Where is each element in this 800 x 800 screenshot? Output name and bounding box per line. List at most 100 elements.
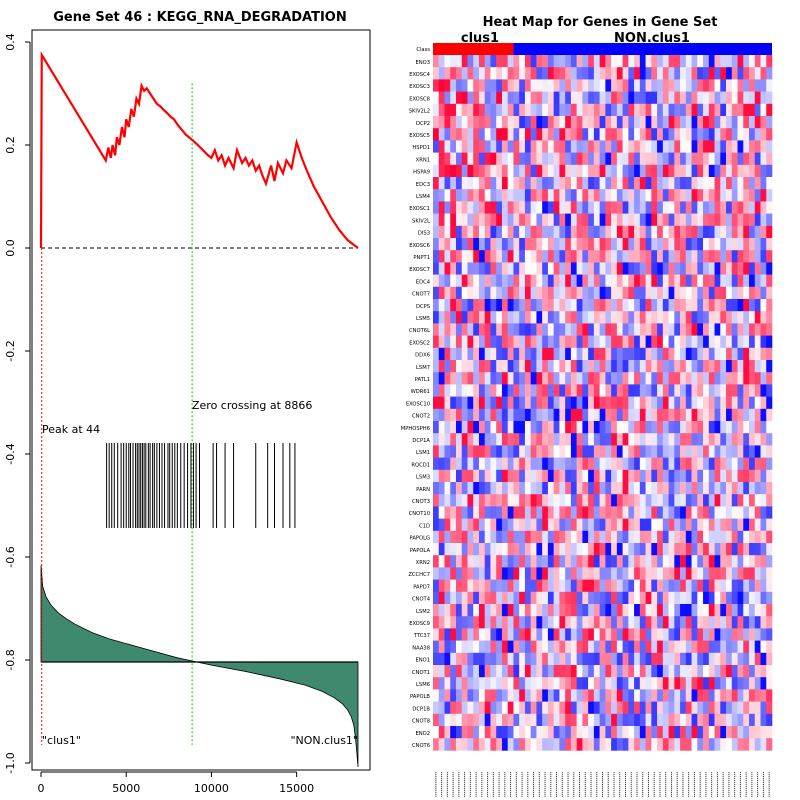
heatmap-cell — [680, 530, 687, 544]
heatmap-cell — [680, 665, 687, 678]
heatmap-cell — [467, 701, 474, 715]
heatmap-cell — [536, 177, 543, 190]
heatmap-cell — [553, 457, 560, 471]
heatmap-cell — [651, 79, 658, 92]
heatmap-cell — [616, 274, 623, 288]
heatmap-cell — [599, 274, 606, 288]
heatmap-cell — [519, 567, 526, 580]
heatmap-cell — [726, 299, 733, 312]
heatmap-cell — [433, 177, 440, 190]
heatmap-cell — [645, 579, 652, 593]
heatmap-cell — [484, 79, 491, 92]
heatmap-cell — [697, 201, 704, 214]
heatmap-cell — [628, 201, 635, 214]
heatmap-cell — [473, 701, 480, 715]
heatmap-cell — [547, 701, 554, 715]
heatmap-cell — [542, 128, 549, 141]
heatmap-cell — [501, 396, 508, 410]
heatmap-cell — [530, 433, 537, 446]
heatmap-cell — [467, 396, 474, 410]
heatmap-cell — [616, 299, 623, 312]
heatmap-cell — [455, 67, 463, 80]
heatmap-cell — [450, 616, 457, 629]
heatmap-cell — [593, 360, 600, 373]
heatmap-cell — [501, 372, 508, 385]
heatmap-cell — [628, 396, 635, 410]
heatmap-cell — [576, 372, 583, 385]
heatmap-cell — [697, 396, 704, 410]
heatmap-cell — [559, 164, 566, 178]
heatmap-cell — [553, 128, 560, 141]
heatmap-cell — [496, 469, 503, 483]
heatmap-cell — [697, 640, 704, 654]
heatmap-cell — [726, 738, 733, 751]
heatmap-cell — [697, 591, 704, 605]
heatmap-cell — [530, 238, 537, 251]
heatmap-cell — [524, 396, 531, 410]
heatmap-cell — [737, 579, 744, 593]
heatmap-cell — [461, 91, 468, 105]
heatmap-cell — [611, 55, 618, 68]
heatmap-cell — [645, 726, 652, 739]
heatmap-cell — [507, 530, 514, 544]
heatmap-cell — [496, 91, 503, 105]
heatmap-cell — [524, 408, 531, 422]
heatmap-cell — [668, 384, 675, 397]
heatmap-cell — [582, 591, 589, 605]
heatmap-cell — [680, 55, 687, 68]
heatmap-cell — [433, 628, 440, 641]
heatmap-cell — [726, 591, 733, 605]
heatmap-cell — [484, 494, 491, 507]
heatmap-cell — [473, 372, 480, 385]
heatmap-cell — [645, 189, 652, 202]
heatmap-cell — [433, 372, 440, 385]
heatmap-cell — [662, 152, 669, 166]
heatmap-cell — [616, 591, 623, 605]
heatmap-cell — [542, 274, 549, 288]
heatmap-cell — [473, 201, 480, 214]
heatmap-cell — [628, 189, 635, 202]
heatmap-cell — [490, 628, 497, 641]
heatmap-cell — [720, 140, 727, 153]
heatmap-cell — [743, 262, 750, 275]
heatmap-cell — [519, 189, 526, 202]
heatmap-cell — [599, 213, 606, 227]
heatmap-cell — [645, 469, 652, 483]
heatmap-cell — [628, 567, 635, 580]
heatmap-cell — [645, 213, 652, 227]
heatmap-cell — [714, 640, 721, 654]
heatmap-cell — [444, 323, 451, 336]
heatmap-cell — [473, 55, 480, 68]
heatmap-cell — [559, 457, 566, 471]
heatmap-cell — [645, 323, 652, 336]
heatmap-cell — [530, 567, 537, 580]
heatmap-cell — [438, 116, 445, 129]
heatmap-cell — [565, 421, 572, 434]
heatmap-cell — [599, 726, 606, 739]
heatmap-cell — [680, 591, 687, 605]
heatmap-cell — [657, 311, 664, 324]
heatmap-cell — [680, 128, 687, 141]
heatmap-cell — [639, 79, 646, 92]
heatmap-cell — [450, 408, 457, 422]
heatmap-cell — [496, 640, 503, 654]
heatmap-cell — [691, 323, 698, 336]
heatmap-cell — [731, 555, 738, 568]
heatmap-cell — [501, 689, 508, 702]
heatmap-cell — [490, 652, 497, 666]
heatmap-cell — [714, 274, 721, 288]
heatmap-cell — [490, 189, 497, 202]
heatmap-cell — [450, 91, 457, 105]
heatmap-cell — [754, 543, 761, 556]
heatmap-cell — [760, 457, 767, 471]
heatmap-cell — [553, 91, 560, 105]
heatmap-cell — [513, 225, 520, 239]
heatmap-cell — [582, 323, 589, 336]
heatmap-cell — [651, 360, 658, 373]
heatmap-cell — [628, 518, 635, 532]
heatmap-cell — [433, 79, 440, 92]
heatmap-cell — [651, 457, 658, 471]
heatmap-cell — [570, 591, 577, 605]
heatmap-cell — [662, 140, 669, 153]
gene-label: DIS3 — [418, 231, 430, 237]
